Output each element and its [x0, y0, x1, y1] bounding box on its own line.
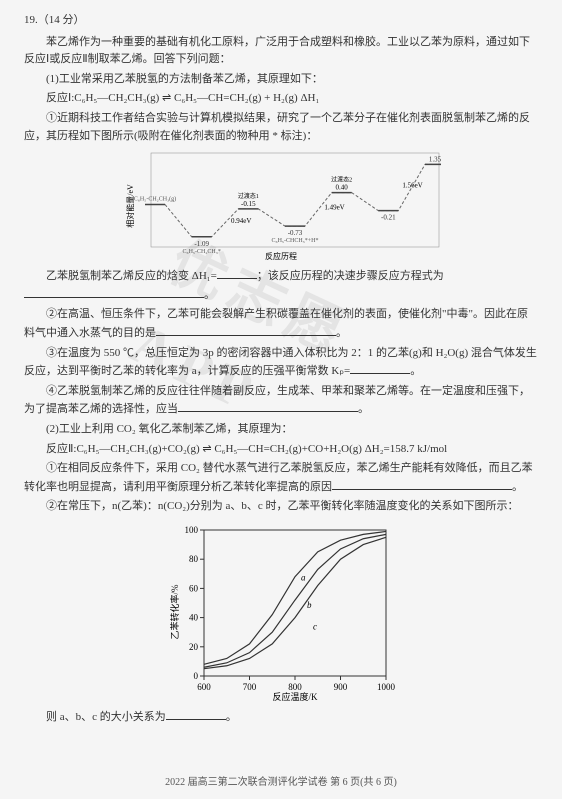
svg-text:80: 80 [189, 554, 199, 564]
blank-abc [166, 708, 226, 720]
p1-2a-text: 乙苯脱氢制苯乙烯反应的焓变 ΔH₁= [46, 270, 217, 282]
svg-text:-0.15: -0.15 [241, 200, 256, 208]
svg-text:反应历程: 反应历程 [265, 251, 297, 261]
p2-2-text: ②在常压下，n(乙苯)：n(CO₂)分别为 a、b、c 时，乙苯平衡转化率随温度… [24, 498, 538, 516]
conversion-chart: 600 700 800 900 1000 0 20 40 60 80 100 a b c 乙苯转化率/% 反应… [24, 522, 538, 702]
svg-text:C₆H₅-CHCH₃*+H*: C₆H₅-CHCH₃*+H* [272, 238, 319, 244]
svg-text:1000: 1000 [377, 682, 396, 692]
p2-3-line: 则 a、b、c 的大小关系为。 [24, 708, 538, 727]
svg-text:过渡态1: 过渡态1 [238, 192, 259, 200]
svg-text:C₆H₅-CH₂CH₃(g): C₆H₅-CH₂CH₃(g) [134, 196, 176, 203]
svg-text:1.35: 1.35 [429, 156, 441, 164]
part1-title: (1)工业常采用乙苯脱氢的方法制备苯乙烯，其原理如下： [24, 71, 538, 89]
svg-text:40: 40 [189, 612, 199, 622]
svg-text:C₆H₅-CH₂CH₃*: C₆H₅-CH₂CH₃* [182, 249, 220, 255]
p1-3-line: ②在高温、恒压条件下，乙苯可能会裂解产生积碳覆盖在催化剂的表面，使催化剂"中毒"… [24, 306, 538, 342]
svg-text:100: 100 [185, 525, 199, 535]
svg-text:b: b [307, 600, 312, 610]
svg-text:900: 900 [334, 682, 348, 692]
p1-1: ①近期科技工作者结合实验与计算机模拟结果，研究了一个乙苯分子在催化剂表面脱氢制苯… [24, 110, 538, 145]
p1-4a-text: ③在温度为 550 ℃，总压恒定为 3p 的密闭容器中通入体积比为 2：1 的乙… [24, 347, 537, 378]
p2-1-line: ①在相同反应条件下，采用 CO₂ 替代水蒸气进行乙苯脱氢反应，苯乙烯生产能耗有效… [24, 460, 538, 496]
svg-text:-0.73: -0.73 [288, 229, 303, 237]
svg-text:-1.09: -1.09 [194, 240, 209, 248]
intro-paragraph: 苯乙烯作为一种重要的基础有机化工原料，广泛用于合成塑料和橡胶。工业以乙苯为原料，… [24, 34, 538, 69]
svg-text:20: 20 [189, 642, 199, 652]
blank-kp [350, 362, 410, 374]
svg-text:1.49eV: 1.49eV [324, 203, 344, 211]
svg-text:c: c [313, 621, 317, 631]
svg-text:乙苯转化率/%: 乙苯转化率/% [169, 584, 180, 640]
svg-text:0.94eV: 0.94eV [231, 217, 251, 225]
energy-profile-chart: C₆H₅-CH₂CH₃(g) -1.09C₆H₅-CH₂CH₃* -0.15 0.94… [24, 151, 538, 261]
reaction-2: 反应Ⅱ:C₆H₅—CH₂CH₃(g)+CO₂(g) ⇌ C₆H₅—CH=CH₂(… [24, 441, 538, 459]
svg-text:0.40: 0.40 [336, 184, 349, 192]
p2-3-text: 则 a、b、c 的大小关系为 [46, 711, 166, 723]
svg-text:0: 0 [194, 671, 199, 681]
svg-text:a: a [301, 573, 306, 583]
p1-4-line: ③在温度为 550 ℃，总压恒定为 3p 的密闭容器中通入体积比为 2：1 的乙… [24, 345, 538, 381]
svg-text:60: 60 [189, 583, 199, 593]
svg-text:过渡态2: 过渡态2 [331, 176, 352, 184]
svg-text:600: 600 [197, 682, 211, 692]
svg-text:反应温度/K: 反应温度/K [272, 691, 318, 702]
blank-steam [156, 324, 336, 336]
svg-text:相对能量/eV: 相对能量/eV [125, 184, 135, 228]
p1-5-line: ④乙苯脱氢制苯乙烯的反应往往伴随着副反应，生成苯、甲苯和聚苯乙烯等。在一定温度和… [24, 383, 538, 419]
reaction-1: 反应Ⅰ:C₆H₅—CH₂CH₃(g) ⇌ C₆H₅—CH=CH₂(g) + H₂… [24, 90, 538, 108]
svg-text:800: 800 [288, 682, 302, 692]
blank-rds [24, 286, 204, 298]
blank-reason [332, 478, 512, 490]
part2-title: (2)工业上利用 CO₂ 氧化乙苯制苯乙烯，其原理为： [24, 421, 538, 439]
page-footer: 2022 届高三第二次联合测评化学试卷 第 6 页(共 6 页) [0, 775, 562, 791]
svg-text:1.56eV: 1.56eV [402, 182, 422, 190]
question-number: 19.（14 分） [24, 12, 538, 30]
blank-dh1 [217, 267, 257, 279]
svg-text:-0.21: -0.21 [381, 214, 396, 222]
svg-text:700: 700 [243, 682, 257, 692]
p1-2-line: 乙苯脱氢制苯乙烯反应的焓变 ΔH₁=；该反应历程的决速步骤反应方程式为。 [24, 267, 538, 304]
blank-selectivity [178, 400, 358, 412]
p1-2b-text: ；该反应历程的决速步骤反应方程式为 [257, 270, 444, 282]
page-content: 19.（14 分） 苯乙烯作为一种重要的基础有机化工原料，广泛用于合成塑料和橡胶… [24, 12, 538, 726]
